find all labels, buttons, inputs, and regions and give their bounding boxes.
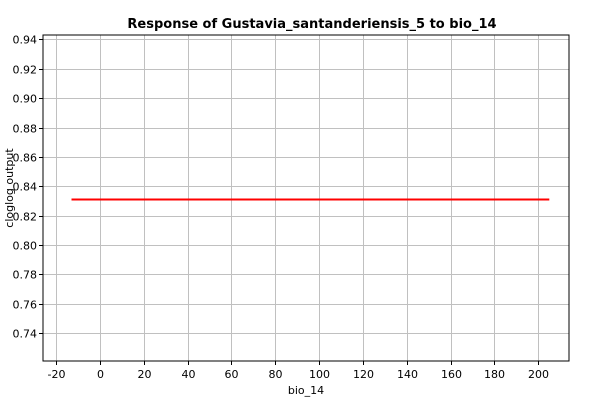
- plot-border: [42, 34, 570, 362]
- x-tick-label: 160: [441, 368, 462, 381]
- x-tick-label: 120: [353, 368, 374, 381]
- y-tick-label: 0.84: [13, 181, 38, 194]
- x-tick-label: 180: [484, 368, 505, 381]
- x-tick-label: 200: [528, 368, 549, 381]
- y-tick-label: 0.92: [13, 64, 38, 77]
- x-tick-label: -20: [48, 368, 66, 381]
- x-tick-label: 20: [138, 368, 152, 381]
- y-tick-label: 0.94: [13, 34, 38, 47]
- x-tick-label: 140: [397, 368, 418, 381]
- y-tick-label: 0.90: [13, 93, 38, 106]
- y-tick-label: 0.78: [13, 269, 38, 282]
- y-tick-label: 0.74: [13, 328, 38, 341]
- y-axis-label: cloglog output: [3, 148, 16, 228]
- x-axis-label: bio_14: [288, 384, 324, 397]
- x-tick-label: 80: [269, 368, 283, 381]
- y-tick-label: 0.86: [13, 152, 38, 165]
- plot-area: [42, 34, 570, 362]
- x-tick-label: 100: [309, 368, 330, 381]
- x-tick-label: 0: [97, 368, 104, 381]
- y-tick-label: 0.88: [13, 123, 38, 136]
- grid: [43, 35, 569, 361]
- y-tick-label: 0.76: [13, 299, 38, 312]
- chart-title: Response of Gustavia_santanderiensis_5 t…: [127, 17, 496, 32]
- x-tick-label: 40: [182, 368, 196, 381]
- y-tick-label: 0.80: [13, 240, 38, 253]
- y-tick-label: 0.82: [13, 211, 38, 224]
- axis-ticks: -20 0 20 40 60 80 100 120 140 160 180 200 0.74 0.76 0.…: [13, 34, 550, 382]
- x-tick-label: 60: [225, 368, 239, 381]
